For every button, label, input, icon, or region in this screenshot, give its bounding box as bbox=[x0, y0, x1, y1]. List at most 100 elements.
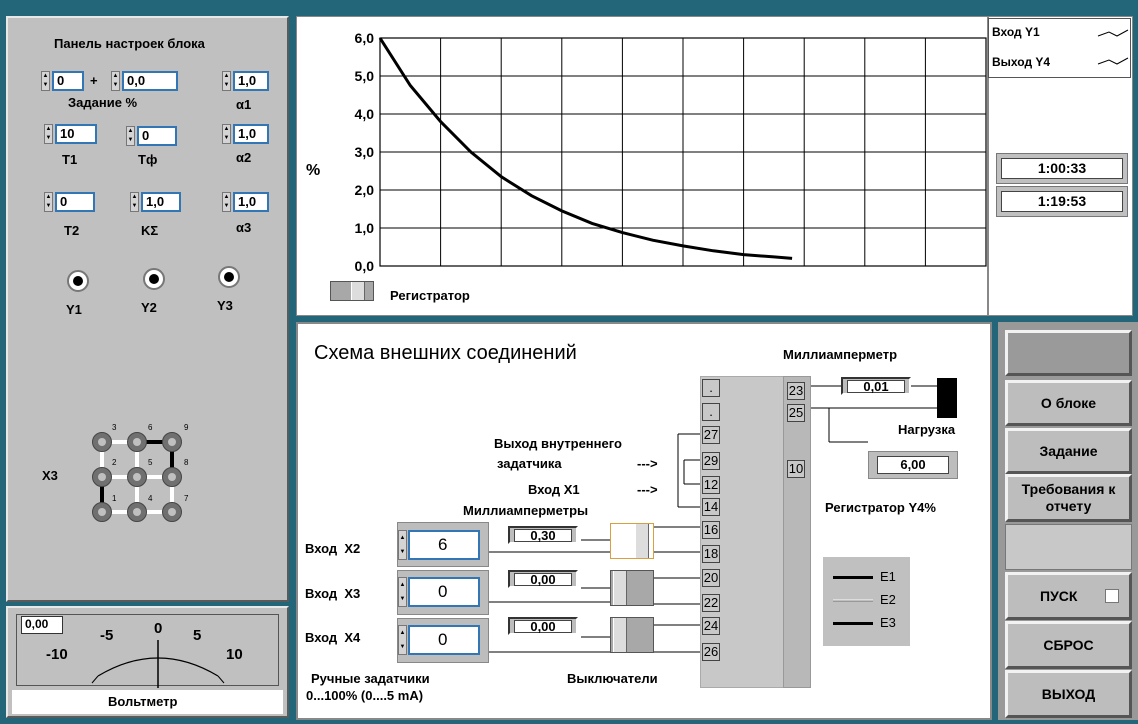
zadanie-b-spinner[interactable]: ▲ ▼ bbox=[111, 71, 120, 91]
terminal-23[interactable]: 23 bbox=[787, 382, 805, 400]
zadanie-a-spinner[interactable]: ▲ ▼ bbox=[41, 71, 50, 91]
terminal-blank-2[interactable]: . bbox=[702, 403, 720, 421]
load-resistor bbox=[937, 378, 957, 418]
ksigma-spinner[interactable]: ▲ ▼ bbox=[130, 192, 139, 212]
terminal-blank-1[interactable]: . bbox=[702, 379, 720, 397]
e2-label: E2 bbox=[880, 592, 896, 607]
input-x3-spinner[interactable]: ▲ ▼ bbox=[398, 577, 407, 607]
exit-button[interactable]: ВЫХОД bbox=[1005, 670, 1132, 718]
chart-svg: 6,0 5,0 4,0 3,0 2,0 1,0 0,0 bbox=[355, 30, 987, 274]
plus-sign: + bbox=[90, 73, 98, 88]
registrator-toggle[interactable] bbox=[330, 281, 374, 301]
meter-x2-value: 0,30 bbox=[514, 529, 572, 542]
input-x3-label: Вход X3 bbox=[305, 586, 361, 601]
alpha1-field[interactable]: 1,0 bbox=[233, 71, 269, 91]
radio-y1[interactable] bbox=[67, 270, 89, 292]
switch-x2[interactable] bbox=[610, 523, 654, 559]
e1-label: E1 bbox=[880, 569, 896, 584]
terminal-14[interactable]: 14 bbox=[702, 498, 720, 516]
requirements-button[interactable]: Требования к отчету bbox=[1005, 474, 1132, 522]
alpha1-spinner[interactable]: ▲ ▼ bbox=[222, 71, 231, 91]
tf-label: Tф bbox=[138, 152, 158, 167]
terminal-20[interactable]: 20 bbox=[702, 569, 720, 587]
scale-5: 5 bbox=[193, 627, 202, 644]
terminal-12[interactable]: 12 bbox=[702, 476, 720, 494]
node-1[interactable] bbox=[92, 502, 112, 522]
terminal-29[interactable]: 29 bbox=[702, 452, 720, 470]
tf-spinner[interactable]: ▲ ▼ bbox=[126, 126, 135, 146]
alpha3-spinner[interactable]: ▲ ▼ bbox=[222, 192, 231, 212]
y-tick-label: 4,0 bbox=[355, 106, 375, 122]
milliammeter-main-value: 0,01 bbox=[847, 380, 905, 393]
inner-setter-arrow: ---> bbox=[637, 456, 658, 471]
blank-button[interactable] bbox=[1005, 330, 1132, 376]
input-x1-arrow: ---> bbox=[637, 482, 658, 497]
node-7[interactable] bbox=[162, 502, 182, 522]
switch-x3-knob[interactable] bbox=[613, 571, 627, 605]
reset-button[interactable]: СБРОС bbox=[1005, 621, 1132, 669]
about-button[interactable]: О блоке bbox=[1005, 380, 1132, 426]
inner-setter-label-2: задатчика bbox=[497, 456, 562, 471]
start-indicator-icon bbox=[1105, 589, 1119, 603]
blank-panel bbox=[1005, 524, 1132, 570]
t2-field[interactable]: 0 bbox=[55, 192, 95, 212]
scheme-title: Схема внешних соединений bbox=[314, 342, 577, 364]
node-number: 9 bbox=[184, 423, 189, 432]
node-9[interactable] bbox=[162, 432, 182, 452]
node-number: 3 bbox=[112, 423, 117, 432]
node-2[interactable] bbox=[92, 467, 112, 487]
start-button[interactable]: ПУСК bbox=[1005, 572, 1132, 620]
zadanie-b-field[interactable]: 0,0 bbox=[122, 71, 178, 91]
node-5[interactable] bbox=[127, 467, 147, 487]
ksigma-field[interactable]: 1,0 bbox=[141, 192, 181, 212]
legend-item-y4: Выход Y4 bbox=[992, 55, 1051, 69]
registrator-meter-value: 6,00 bbox=[877, 456, 949, 474]
node-4[interactable] bbox=[127, 502, 147, 522]
terminal-16[interactable]: 16 bbox=[702, 521, 720, 539]
terminal-25[interactable]: 25 bbox=[787, 404, 805, 422]
alpha2-field[interactable]: 1,0 bbox=[233, 124, 269, 144]
terminal-26[interactable]: 26 bbox=[702, 643, 720, 661]
registrator-toggle-knob[interactable] bbox=[351, 282, 365, 300]
node-6[interactable] bbox=[127, 432, 147, 452]
radio-y3[interactable] bbox=[218, 266, 240, 288]
input-x2-spinner[interactable]: ▲ ▼ bbox=[398, 530, 407, 560]
switch-x2-knob[interactable] bbox=[635, 524, 649, 558]
node-number: 6 bbox=[148, 423, 153, 432]
e2-line bbox=[833, 599, 873, 602]
node-3[interactable] bbox=[92, 432, 112, 452]
t2-spinner[interactable]: ▲ ▼ bbox=[44, 192, 53, 212]
terminal-27[interactable]: 27 bbox=[702, 426, 720, 444]
input-x2-field[interactable]: 6 bbox=[408, 530, 480, 560]
t1-label: T1 bbox=[62, 152, 78, 167]
milliammeter-main: 0,01 bbox=[841, 377, 911, 395]
e3-label: E3 bbox=[880, 615, 896, 630]
e1-line bbox=[833, 576, 873, 579]
terminal-18[interactable]: 18 bbox=[702, 545, 720, 563]
switch-x4[interactable] bbox=[610, 617, 654, 653]
terminal-24[interactable]: 24 bbox=[702, 617, 720, 635]
scale-0: 0 bbox=[154, 620, 163, 637]
input-x2-label: Вход X2 bbox=[305, 541, 361, 556]
terminal-22[interactable]: 22 bbox=[702, 594, 720, 612]
alpha2-spinner[interactable]: ▲ ▼ bbox=[222, 124, 231, 144]
input-x4-field[interactable]: 0 bbox=[408, 625, 480, 655]
tf-field[interactable]: 0 bbox=[137, 126, 177, 146]
alpha3-field[interactable]: 1,0 bbox=[233, 192, 269, 212]
switch-x3[interactable] bbox=[610, 570, 654, 606]
input-x4-spinner[interactable]: ▲ ▼ bbox=[398, 625, 407, 655]
t1-spinner[interactable]: ▲ ▼ bbox=[44, 124, 53, 144]
node-8[interactable] bbox=[162, 467, 182, 487]
scale-minus10: -10 bbox=[46, 646, 68, 663]
input-x3-field[interactable]: 0 bbox=[408, 577, 480, 607]
zadanie-a-field[interactable]: 0 bbox=[52, 71, 84, 91]
terminal-10[interactable]: 10 bbox=[787, 460, 805, 478]
legend-line-y4 bbox=[1097, 57, 1129, 65]
task-button[interactable]: Задание bbox=[1005, 428, 1132, 474]
milliammeter-label: Миллиамперметр bbox=[783, 347, 898, 362]
alpha3-label: α3 bbox=[236, 220, 252, 235]
switch-x4-knob[interactable] bbox=[613, 618, 627, 652]
t1-field[interactable]: 10 bbox=[55, 124, 97, 144]
radio-y2[interactable] bbox=[143, 268, 165, 290]
node-number: 5 bbox=[148, 458, 153, 467]
